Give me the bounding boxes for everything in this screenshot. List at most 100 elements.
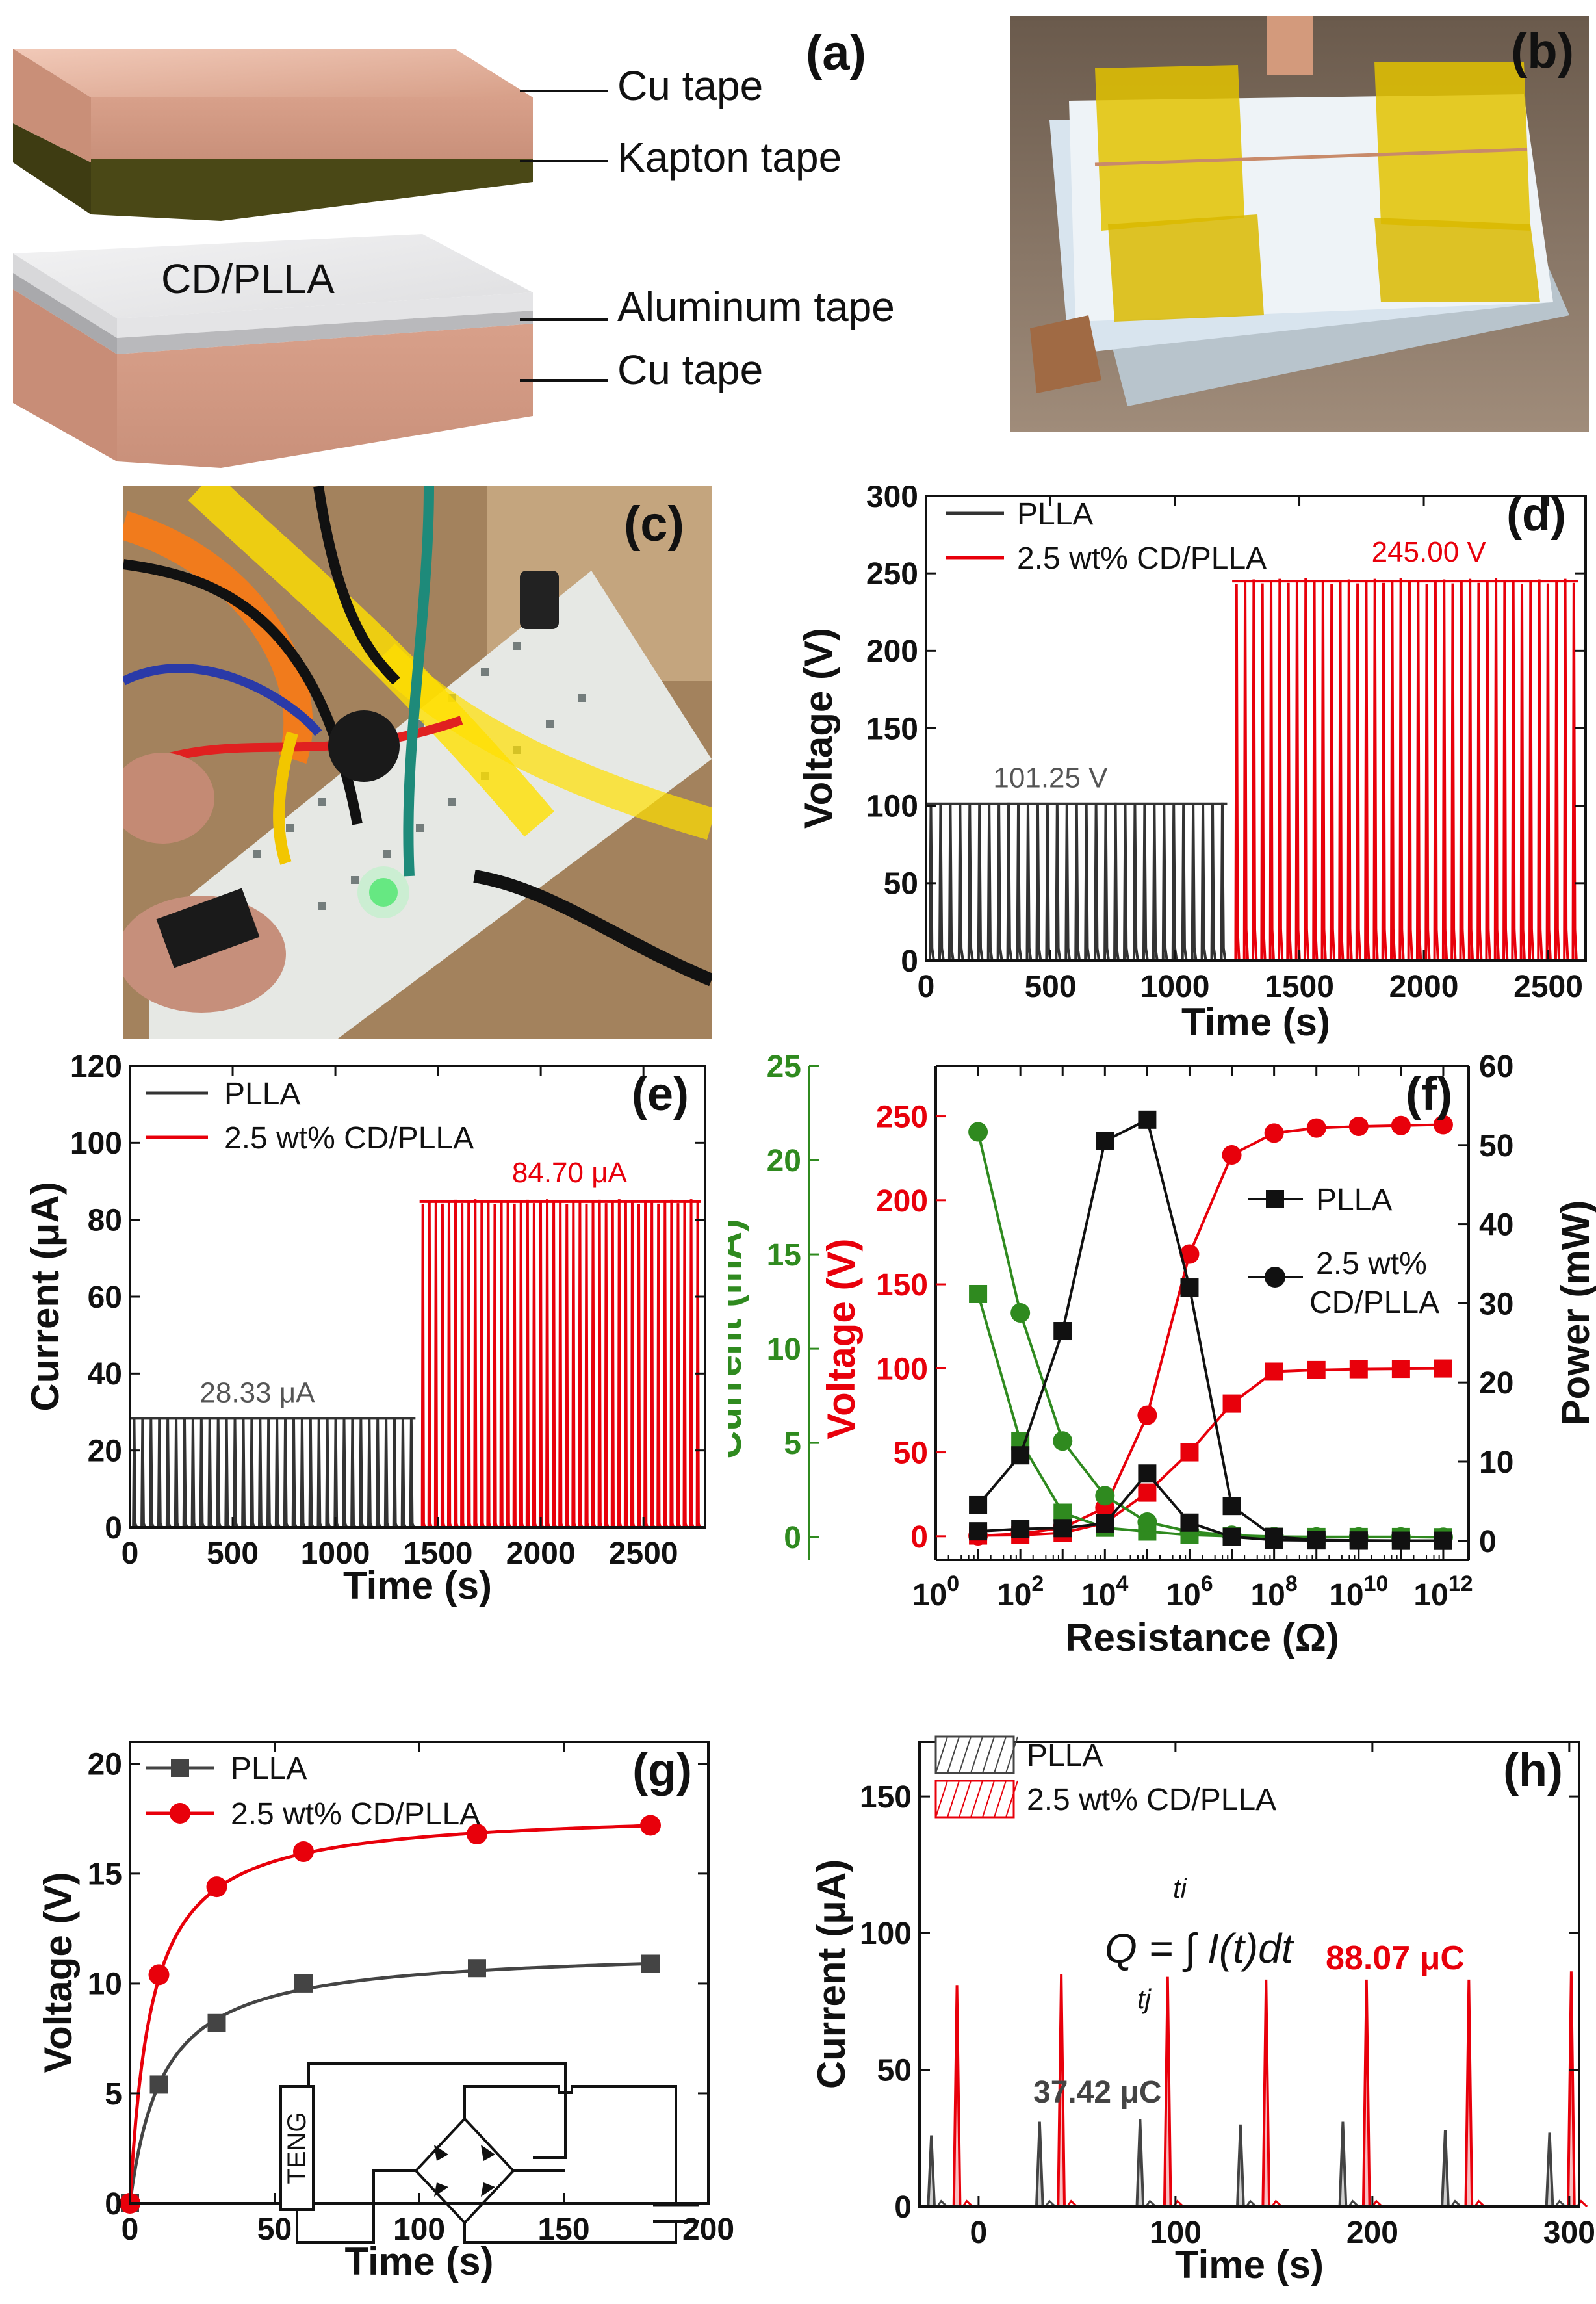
current-time-chart-e: 0 500 1000 1500 2000 2500 0 20 40 60 80 100 120 Time … <box>23 1050 706 1607</box>
peak-cdplla <box>1567 1971 1576 2207</box>
x-tick-label: 500 <box>1024 970 1076 1004</box>
inset-circuit <box>434 2145 448 2161</box>
peak-annotation: 84.70 μA <box>512 1157 628 1189</box>
voltage-axis-label: Voltage (V) <box>819 1239 863 1440</box>
data-point <box>1138 1483 1157 1502</box>
panel-label-d: (d) <box>1506 489 1566 541</box>
panel-g: 0 50 100 150 200 0 5 10 15 20 Time (s) Voltage (V) P… <box>0 1703 747 2301</box>
legend-hatch <box>935 1780 948 1818</box>
ripple <box>1371 2199 1384 2208</box>
power-tick-label: 40 <box>1479 1208 1513 1243</box>
data-point <box>640 1815 661 1836</box>
legend-hatch <box>1005 1780 1018 1818</box>
y-tick-label: 5 <box>105 2077 122 2112</box>
legend-label: PLLA <box>1316 1183 1392 1217</box>
layer-label-cu-bottom: Cu tape <box>617 346 764 393</box>
legend-hatch <box>947 1780 960 1818</box>
panel-label-h: (h) <box>1503 1744 1563 1796</box>
x-tick-label: 2000 <box>506 1536 576 1571</box>
legend-marker <box>1265 1267 1285 1288</box>
x-tick-label: 1000 <box>301 1536 370 1571</box>
legend-hatch <box>982 1736 995 1774</box>
power-tick-label: 20 <box>1479 1366 1513 1401</box>
y-tick-label: 10 <box>88 1967 122 2002</box>
y-tick-label: 0 <box>105 1511 122 1546</box>
data-point <box>1264 1123 1284 1143</box>
y-tick-label: 200 <box>866 634 918 669</box>
data-point <box>1349 1360 1368 1379</box>
data-point <box>1222 1497 1241 1516</box>
inset-teng-label: TENG <box>283 2112 311 2184</box>
plot-frame <box>918 1741 1580 2208</box>
kapton-layer <box>91 159 533 221</box>
y-tick-label: 300 <box>866 486 918 514</box>
series-plla <box>132 1417 415 1528</box>
y-axis-label: Current (μA) <box>810 1859 853 2089</box>
peak-annotation: 28.33 μA <box>200 1377 315 1408</box>
data-point <box>1137 1405 1157 1425</box>
x-tick-label: 500 <box>207 1536 259 1571</box>
ripple <box>1145 2199 1157 2208</box>
data-point <box>1096 1132 1114 1150</box>
layer-label-kapton: Kapton tape <box>617 134 842 181</box>
data-point <box>1053 1503 1072 1522</box>
data-point <box>1095 1486 1115 1506</box>
data-point <box>1265 1527 1283 1546</box>
panel-e: 0 500 1000 1500 2000 2500 0 20 40 60 80 100 120 Time … <box>0 1027 728 1612</box>
inset-circuit <box>434 2182 448 2197</box>
x-tick-label: 1500 <box>1265 970 1334 1004</box>
data-point <box>1180 1278 1199 1297</box>
film-label: CD/PLLA <box>161 255 335 302</box>
legend-hatch <box>982 1780 995 1818</box>
peak-cdplla <box>1464 1979 1474 2207</box>
panel-label-g: (g) <box>632 1744 692 1796</box>
inset-circuit <box>307 2062 567 2159</box>
legend-label: 2.5 wt% CD/PLLA <box>231 1797 480 1832</box>
panel-d: 0 500 1000 1500 2000 2500 0 50 100 150 200 250 300 Ti… <box>780 480 1596 1071</box>
data-point <box>1011 1446 1030 1465</box>
y-tick-label: 50 <box>884 867 918 901</box>
integral-lower-limit: tj <box>1137 1984 1152 2014</box>
data-point <box>467 1824 487 1844</box>
data-point <box>1053 1322 1072 1341</box>
peak-plla <box>1441 2130 1450 2207</box>
ripple <box>1348 2199 1359 2208</box>
data-point <box>1348 1117 1369 1137</box>
data-point <box>1349 1531 1368 1550</box>
series-plla <box>928 802 1227 961</box>
inset-circuit <box>463 2223 677 2244</box>
y-axis-label: Voltage (V) <box>797 628 840 829</box>
data-point <box>1180 1513 1199 1532</box>
y-tick-label: 80 <box>88 1203 122 1237</box>
x-tick-label: 1000 <box>1140 970 1210 1004</box>
data-point <box>468 1959 486 1978</box>
ripple <box>1554 2199 1566 2208</box>
aluminum-front <box>13 273 117 354</box>
x-tick-label: 0 <box>970 2216 988 2250</box>
x-tick-label: 1012 <box>1413 1572 1473 1612</box>
y-tick-label: 150 <box>866 712 918 746</box>
peak-cdplla <box>1261 1979 1271 2207</box>
y-tick-label: 0 <box>105 2187 122 2221</box>
data-point <box>1137 1512 1157 1532</box>
data-point <box>1010 1303 1031 1323</box>
current-tick-label: 0 <box>784 1521 801 1555</box>
data-point <box>293 1841 314 1863</box>
y-tick-label: 100 <box>70 1126 122 1161</box>
x-tick-label: 100 <box>1150 2216 1202 2250</box>
legend-swatch <box>934 1735 1015 1774</box>
cu-bottom-front <box>13 289 117 461</box>
data-point <box>641 1954 660 1973</box>
legend-hatch <box>970 1780 983 1818</box>
power-tick-label: 50 <box>1479 1129 1513 1163</box>
y-tick-label: 100 <box>860 1917 912 1951</box>
peak-plla <box>1338 2121 1348 2207</box>
film-side <box>117 292 533 338</box>
peak-cdplla <box>1057 1974 1066 2207</box>
data-point <box>1138 1110 1157 1129</box>
charge-formula: Q = ∫ I(t)dt <box>1105 1925 1294 1973</box>
x-axis-label: Time (s) <box>345 2240 494 2283</box>
film-top-face <box>13 234 533 318</box>
layer-label-aluminum: Aluminum tape <box>617 283 895 330</box>
